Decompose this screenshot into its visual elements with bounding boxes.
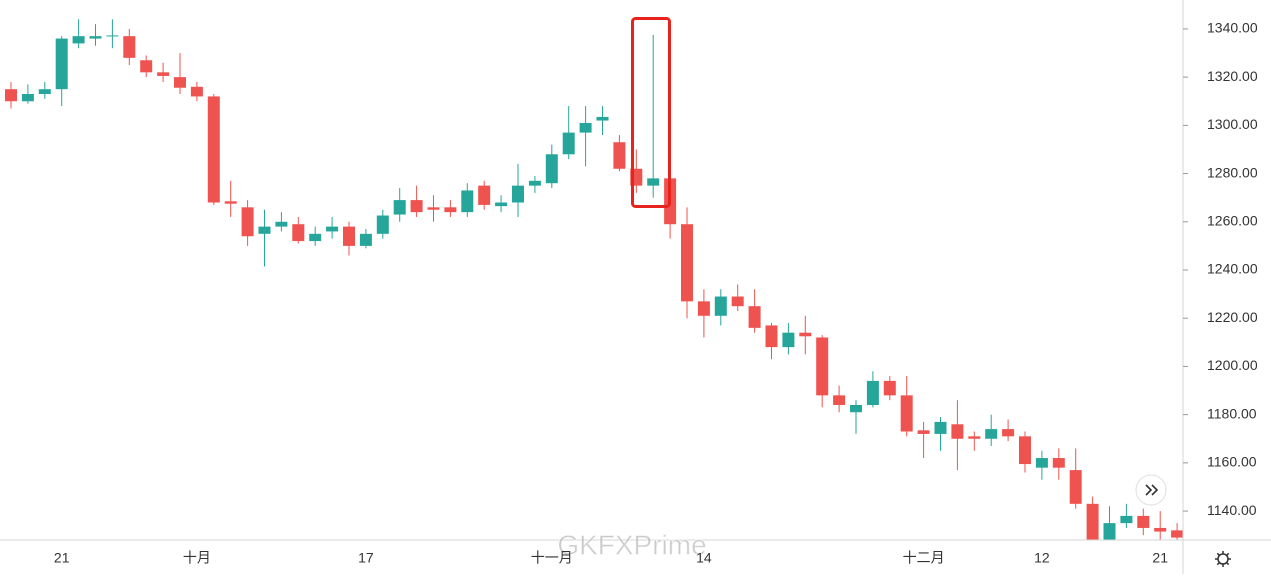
candle-body <box>410 200 423 213</box>
candle-body <box>850 405 862 413</box>
candle-body <box>106 35 119 37</box>
y-tick-label: 1160.00 <box>1207 454 1257 470</box>
candle-body <box>545 154 558 184</box>
candle-body <box>1019 436 1031 465</box>
candle-body <box>55 38 68 90</box>
candle-body <box>393 200 406 215</box>
x-tick-label: 十二月 <box>903 550 945 566</box>
candle-body <box>1137 515 1150 528</box>
candle-body <box>900 395 913 432</box>
candle-body <box>359 233 372 246</box>
y-tick-label: 1240.00 <box>1207 261 1258 277</box>
candle-body <box>782 332 795 348</box>
candle-body <box>207 96 220 203</box>
candle-body <box>579 122 592 133</box>
candle-body <box>376 215 389 234</box>
candle-body <box>343 226 355 246</box>
candle-body <box>21 94 34 102</box>
candle-body <box>38 89 51 95</box>
candle-body <box>5 89 17 102</box>
candle-body <box>495 202 508 207</box>
candle-body <box>1002 429 1015 437</box>
candle-body <box>444 207 457 213</box>
candle-body <box>765 325 778 348</box>
candle-body <box>951 424 964 439</box>
plot-area <box>5 19 1183 540</box>
x-tick-label: 12 <box>1034 550 1050 566</box>
candle-body <box>1171 530 1183 538</box>
candle-body <box>157 72 170 76</box>
x-tick-label: 十月 <box>183 550 211 566</box>
x-tick-label: 十一月 <box>531 550 573 566</box>
candle-body <box>140 60 153 73</box>
candle-body <box>613 142 626 169</box>
candle-body <box>917 430 930 434</box>
candle-body <box>528 180 541 186</box>
candle-body <box>123 36 136 58</box>
candle-body <box>562 132 575 155</box>
candle-body <box>1052 458 1065 468</box>
y-tick-label: 1260.00 <box>1207 212 1258 228</box>
y-tick-label: 1300.00 <box>1207 116 1258 132</box>
x-tick-label: 14 <box>696 550 712 566</box>
candle-body <box>731 296 744 307</box>
candle-body <box>326 226 339 232</box>
candle-body <box>714 296 727 316</box>
candle-body <box>647 178 660 186</box>
candle-body <box>816 337 829 396</box>
candle-body <box>681 224 693 302</box>
candle-body <box>1103 523 1116 540</box>
y-tick-label: 1320.00 <box>1207 68 1258 84</box>
candle-body <box>258 226 271 234</box>
watermark: GKFXPrime <box>557 529 706 560</box>
candle-body <box>748 306 761 328</box>
candle-body <box>174 77 186 88</box>
highlight-box <box>631 17 671 208</box>
candle-body <box>697 301 710 316</box>
candle-body <box>427 207 440 210</box>
candle-body <box>934 421 947 434</box>
candle-body <box>866 380 879 405</box>
x-tick-label: 21 <box>1152 550 1168 566</box>
candle-body <box>1086 503 1099 540</box>
settings-icon[interactable] <box>1215 551 1231 567</box>
y-tick-label: 1200.00 <box>1207 357 1258 373</box>
candle-body <box>596 116 609 121</box>
candle-body <box>1069 470 1082 504</box>
candle-body <box>461 190 474 213</box>
candle-body <box>275 221 288 227</box>
y-tick-label: 1140.00 <box>1207 502 1257 518</box>
candle-body <box>1120 515 1133 524</box>
candle-body <box>883 380 896 396</box>
scroll-icon <box>1145 484 1159 496</box>
candle-body <box>190 86 203 97</box>
y-tick-label: 1180.00 <box>1207 405 1257 421</box>
y-tick-label: 1280.00 <box>1207 164 1258 180</box>
candle-body <box>833 395 846 405</box>
candle-body <box>292 224 305 242</box>
candle-body <box>478 185 491 205</box>
candle-body <box>1154 527 1167 532</box>
y-tick-label: 1220.00 <box>1207 309 1258 325</box>
candle-body <box>224 201 237 204</box>
candle-body <box>241 207 254 237</box>
candle-body <box>799 332 812 337</box>
y-tick-label: 1340.00 <box>1207 20 1258 36</box>
candle-body <box>89 36 102 39</box>
x-tick-label: 21 <box>54 550 70 566</box>
candle-body <box>309 233 322 242</box>
x-tick-label: 17 <box>358 550 374 566</box>
candle-body <box>1035 458 1048 468</box>
candle-body <box>968 436 981 439</box>
candle-body <box>985 429 998 439</box>
candle-body <box>72 36 85 44</box>
candle-body <box>512 185 524 203</box>
